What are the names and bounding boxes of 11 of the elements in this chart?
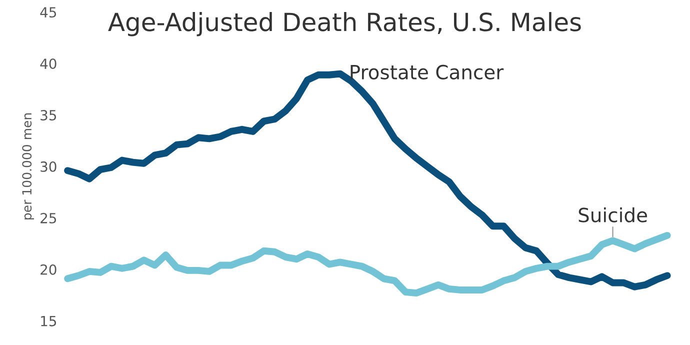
- y-tick-label: 45: [40, 7, 56, 18]
- y-tick-label: 35: [40, 110, 56, 120]
- y-axis-title: per 100.000 men: [22, 113, 34, 220]
- chart-title: Age-Adjusted Death Rates, U.S. Males: [108, 12, 581, 36]
- series-label: Suicide: [578, 207, 647, 222]
- y-tick-label: 20: [40, 264, 56, 275]
- y-tick-label: 25: [40, 212, 56, 224]
- y-tick-label: 30: [40, 161, 56, 172]
- y-tick-label: 40: [40, 58, 56, 70]
- series-label: Prostate Cancer: [350, 64, 504, 80]
- y-tick-label: 15: [41, 316, 56, 326]
